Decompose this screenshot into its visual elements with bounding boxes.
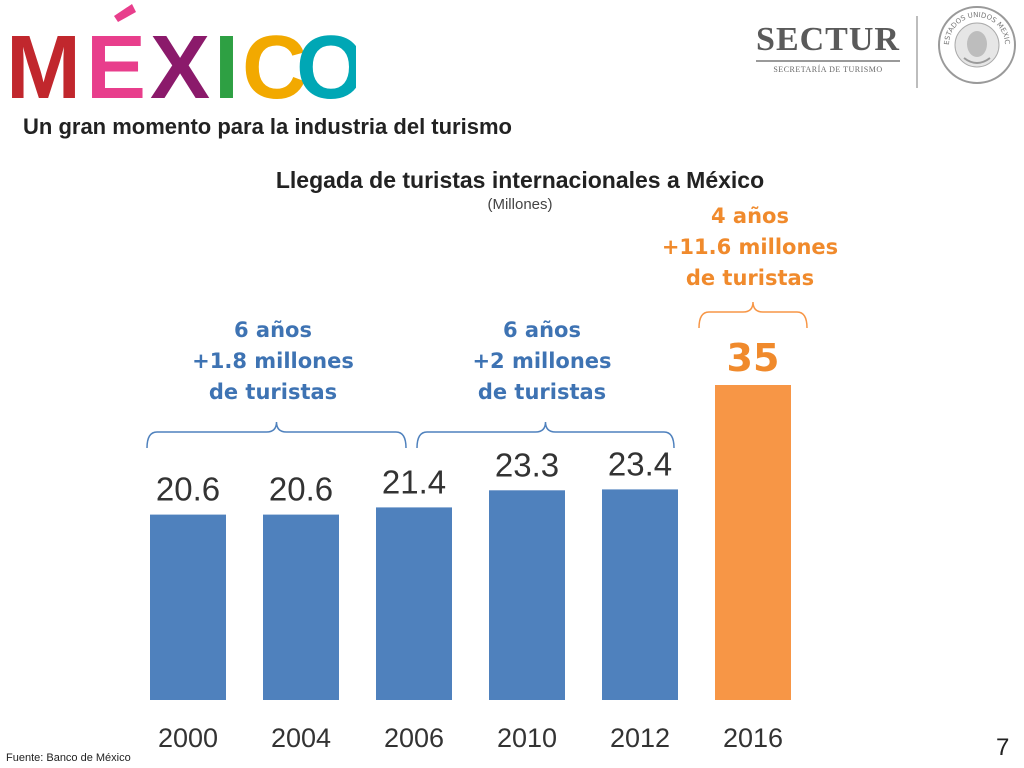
page-number: 7 — [996, 734, 1010, 761]
slide-subtitle: Un gran momento para la industria del tu… — [23, 114, 512, 139]
annotation-line: +11.6 millones — [661, 235, 839, 259]
bar-2000 — [150, 514, 226, 700]
chart-unit: (Millones) — [487, 196, 553, 213]
bars-group — [150, 385, 791, 700]
sectur-subtitle: SECRETARÍA DE TURISMO — [773, 65, 883, 74]
brace-2006-2012 — [416, 421, 675, 449]
sectur-wordmark: SECTUR — [756, 21, 900, 58]
bar-2004 — [263, 514, 339, 700]
bar-2010 — [489, 490, 565, 700]
sectur-logo: SECTUR SECRETARÍA DE TURISMO — [748, 22, 908, 82]
bar-2016 — [715, 385, 791, 700]
bar-2012 — [602, 489, 678, 700]
value-label-2006: 21.4 — [382, 463, 446, 500]
annotation-line: 6 años — [234, 318, 312, 342]
tick-label-2012: 2012 — [610, 723, 670, 753]
value-label-2004: 20.6 — [269, 471, 333, 508]
tick-label-2016: 2016 — [723, 723, 783, 753]
tick-label-2006: 2006 — [384, 723, 444, 753]
logo-accent-icon — [114, 4, 136, 22]
sectur-rule — [756, 60, 900, 62]
tick-label-2000: 2000 — [158, 723, 218, 753]
annotation-line: de turistas — [208, 380, 338, 404]
chart-title: Llegada de turistas internacionales a Mé… — [275, 167, 765, 193]
tick-label-2004: 2004 — [271, 723, 331, 753]
logo-letter-c: C — [242, 18, 307, 110]
value-label-2010: 23.3 — [495, 446, 559, 483]
value-label-2012: 23.4 — [608, 445, 672, 482]
logo-letter-e: E — [86, 18, 146, 110]
brace-2000-2006 — [146, 421, 407, 449]
tick-labels-group: 2000 2004 2006 2010 2012 2016 — [158, 723, 783, 753]
annotation-line: +1.8 millones — [192, 349, 354, 373]
annotation-2012-2016: 4 años +11.6 millones de turistas — [640, 201, 860, 294]
value-label-2016: 35 — [727, 336, 780, 380]
value-label-2000: 20.6 — [156, 471, 220, 508]
annotation-line: +2 millones — [472, 349, 612, 373]
annotation-line: de turistas — [685, 266, 815, 290]
annotation-2006-2012: 6 años +2 millones de turistas — [437, 315, 647, 408]
brace-2012-2016 — [698, 301, 808, 329]
value-labels-group: 20.6 20.6 21.4 23.3 23.4 35 — [156, 336, 780, 508]
logo-letter-i: I — [214, 18, 239, 110]
bar-2006 — [376, 507, 452, 700]
national-seal-icon: ESTADOS UNIDOS MEXICANOS — [936, 4, 1016, 84]
annotation-line: 6 años — [503, 318, 581, 342]
annotation-line: de turistas — [477, 380, 607, 404]
logo-letter-m: M — [6, 18, 81, 110]
mexico-logo: M E X I C O — [6, 4, 356, 110]
annotation-2000-2006: 6 años +1.8 millones de turistas — [168, 315, 378, 408]
logo-letter-x: X — [150, 18, 210, 110]
braces-group — [146, 301, 808, 449]
logo-letter-o: O — [296, 18, 356, 110]
source-note: Fuente: Banco de México — [6, 752, 131, 764]
header-divider — [916, 16, 918, 88]
tick-label-2010: 2010 — [497, 723, 557, 753]
annotation-line: 4 años — [711, 204, 789, 228]
